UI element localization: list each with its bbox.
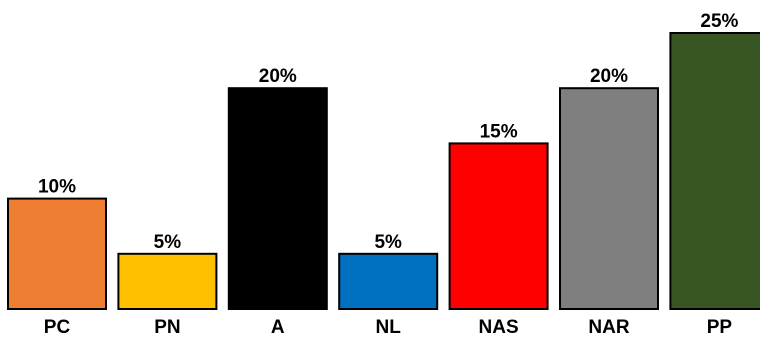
category-label-nas: NAS (479, 317, 519, 337)
value-label-a: 20% (259, 66, 297, 87)
value-label-pp: 25% (700, 11, 738, 32)
bar-pp (669, 32, 760, 310)
category-label-pn: PN (154, 317, 180, 337)
bars-layer (7, 32, 760, 311)
category-label-a: A (271, 317, 285, 337)
bar-nas (448, 142, 549, 310)
value-labels-layer: 10% 5% 20% 5% 15% 20% 25% (38, 11, 739, 253)
value-label-pn: 5% (154, 232, 182, 253)
category-label-nl: NL (376, 317, 402, 337)
bar-a (227, 87, 328, 310)
value-label-nar: 20% (590, 66, 628, 87)
category-label-pc: PC (44, 317, 71, 337)
bar-nar (559, 87, 659, 310)
category-labels-layer: PC PN A NL NAS NAR PP (44, 317, 733, 337)
bar-pc (7, 197, 107, 311)
bar-pn (117, 252, 218, 311)
category-label-pp: PP (707, 317, 733, 337)
category-label-nar: NAR (588, 317, 629, 337)
value-label-nl: 5% (374, 232, 402, 253)
value-label-nas: 15% (480, 121, 518, 142)
value-label-pc: 10% (38, 177, 76, 198)
bar-nl (338, 252, 439, 311)
